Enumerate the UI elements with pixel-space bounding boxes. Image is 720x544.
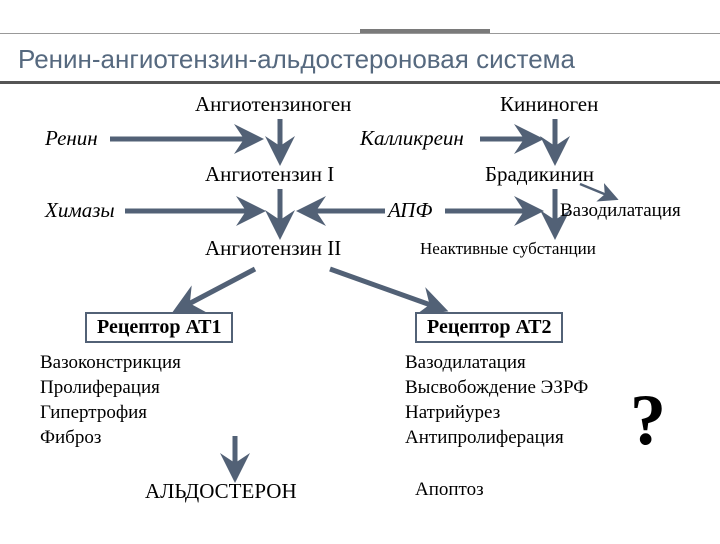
label-angiotensin2: Ангиотензин II xyxy=(205,236,341,261)
label-bradykinin: Брадикинин xyxy=(485,162,594,187)
window-top-bar xyxy=(0,0,720,34)
label-angiotensin1: Ангиотензин I xyxy=(205,162,334,187)
label-renin: Ренин xyxy=(45,126,98,151)
label-at1-2: Пролиферация xyxy=(40,377,160,399)
label-kallikrein: Калликреин xyxy=(360,126,464,151)
label-vasodilation-right: Вазодилатация xyxy=(560,200,681,222)
label-at2-1: Вазодилатация xyxy=(405,352,526,374)
label-at1-4: Фиброз xyxy=(40,427,101,449)
label-aldosterone: АЛЬДОСТЕРОН xyxy=(145,479,297,504)
diagram-canvas: Ангиотензиноген Кининоген Ренин Калликре… xyxy=(0,84,720,544)
title-bar: Ренин-ангиотензин-альдостероновая систем… xyxy=(0,34,720,84)
label-chymases: Химазы xyxy=(45,198,115,223)
label-at2-4: Антипролиферация xyxy=(405,427,564,449)
label-kininogen: Кининоген xyxy=(500,92,598,117)
label-ace: АПФ xyxy=(388,198,432,223)
label-at2-5: Апоптоз xyxy=(415,479,484,501)
label-inactive: Неактивные субстанции xyxy=(420,239,596,259)
label-at2-3: Натрийурез xyxy=(405,402,500,424)
label-at2-2: Высвобождение ЭЗРФ xyxy=(405,377,588,399)
label-angiotensinogen: Ангиотензиноген xyxy=(195,92,351,117)
box-receptor-at1: Рецептор АТ1 xyxy=(85,312,233,343)
label-at1-1: Вазоконстрикция xyxy=(40,352,181,374)
box-receptor-at2: Рецептор АТ2 xyxy=(415,312,563,343)
label-at1-3: Гипертрофия xyxy=(40,402,147,424)
question-mark: ? xyxy=(630,379,666,462)
page-title: Ренин-ангиотензин-альдостероновая систем… xyxy=(18,44,702,75)
